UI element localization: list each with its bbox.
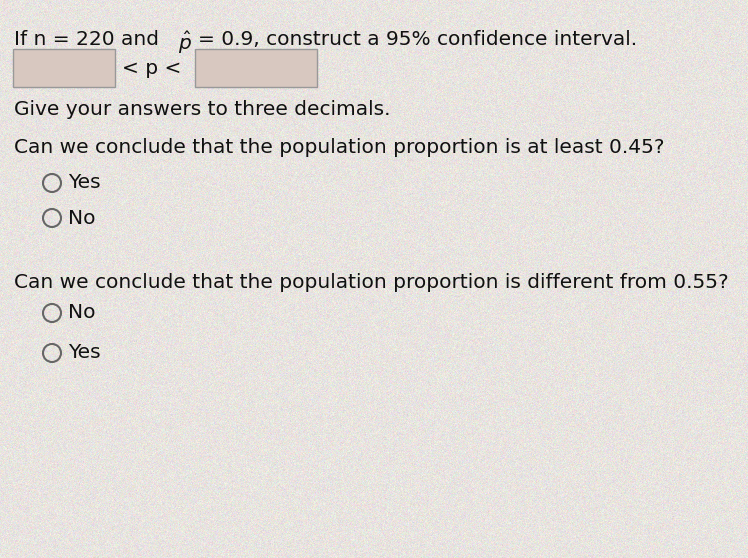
Text: If n = 220 and: If n = 220 and bbox=[14, 30, 165, 49]
Text: Can we conclude that the population proportion is different from 0.55?: Can we conclude that the population prop… bbox=[14, 273, 729, 292]
Text: Can we conclude that the population proportion is at least 0.45?: Can we conclude that the population prop… bbox=[14, 138, 664, 157]
Text: < p <: < p < bbox=[122, 59, 181, 78]
Text: Yes: Yes bbox=[68, 344, 101, 363]
Text: = 0.9, construct a 95% confidence interval.: = 0.9, construct a 95% confidence interv… bbox=[198, 30, 637, 49]
Text: No: No bbox=[68, 304, 96, 323]
FancyBboxPatch shape bbox=[13, 49, 115, 87]
Text: No: No bbox=[68, 209, 96, 228]
Text: Yes: Yes bbox=[68, 174, 101, 193]
Text: Give your answers to three decimals.: Give your answers to three decimals. bbox=[14, 100, 390, 119]
Text: $\hat{p}$: $\hat{p}$ bbox=[178, 30, 192, 56]
FancyBboxPatch shape bbox=[195, 49, 317, 87]
